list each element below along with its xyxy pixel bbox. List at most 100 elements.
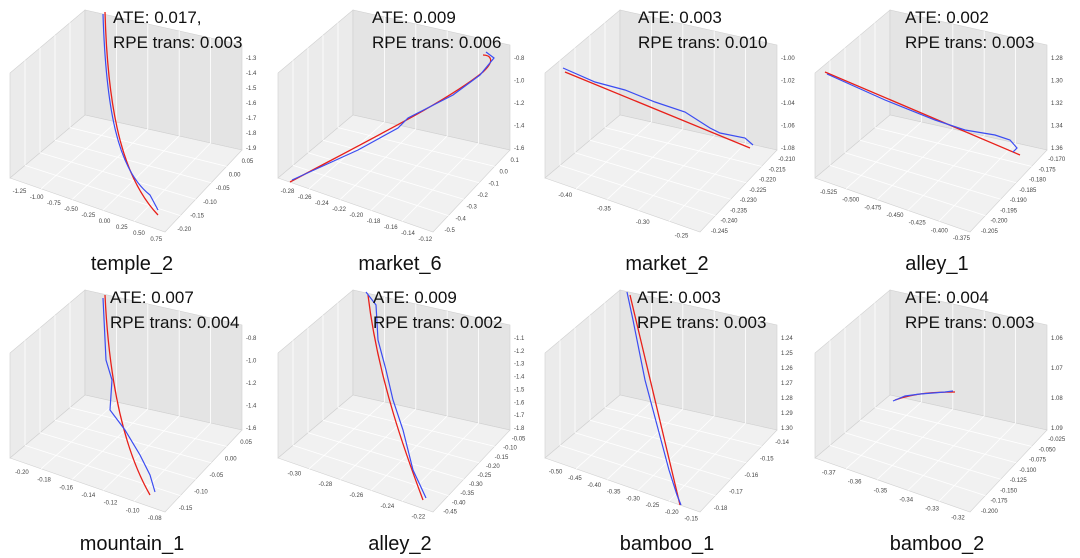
floor-pane	[814, 394, 1048, 513]
grid-line	[292, 165, 449, 216]
grid-line	[339, 128, 417, 200]
y-tick-label: -0.190	[1010, 198, 1028, 204]
trajectory-gt	[104, 11, 159, 216]
x-tick-label: -0.375	[953, 236, 971, 242]
floor-pane	[277, 114, 511, 233]
grid-line	[559, 445, 716, 496]
z-tick-label: 1.28	[781, 396, 793, 402]
x-tick-label: -0.28	[281, 189, 295, 195]
y-tick-label: -0.200	[990, 219, 1008, 225]
z-tick-label: -1.6	[246, 426, 257, 432]
grid-line	[604, 407, 762, 447]
y-tick-label: -0.15	[190, 214, 204, 220]
y-tick-label: -0.125	[1010, 478, 1028, 484]
grid-line	[40, 401, 117, 470]
y-tick-label: -0.40	[452, 500, 466, 506]
floor-pane	[544, 114, 778, 233]
panel-label: market_6	[358, 253, 441, 275]
z-tick-label: 1.32	[1051, 101, 1063, 107]
x-tick-label: -0.40	[558, 193, 572, 199]
x-tick-label: -0.26	[298, 195, 312, 201]
y-tick-label: -0.05	[216, 186, 230, 192]
grid-line	[71, 128, 149, 200]
grid-line	[322, 139, 480, 184]
grid-line	[337, 407, 495, 447]
x-tick-label: -0.475	[864, 205, 882, 211]
panel: 1.28 1.30 1.32 1.34 1.36 -0.525 -0.500 -0.475 -0…	[814, 8, 1066, 275]
x-tick-label: -0.37	[822, 471, 836, 477]
z-tick-label: -1.00	[781, 56, 795, 62]
z-tick-label: 1.25	[781, 351, 793, 357]
x-tick-label: 0.25	[116, 225, 128, 231]
x-tick-label: -0.14	[401, 231, 415, 237]
panel-label: market_2	[625, 253, 708, 275]
panel-label: bamboo_2	[890, 533, 985, 555]
y-tick-label: -0.15	[179, 506, 193, 512]
rpe-text: RPE trans: 0.003	[637, 313, 766, 332]
x-tick-label: -0.45	[568, 476, 582, 482]
x-tick-label: -0.15	[684, 517, 698, 523]
y-tick-label: -0.15	[495, 455, 509, 461]
x-tick-label: -1.00	[30, 195, 44, 201]
x-tick-label: -0.36	[848, 480, 862, 486]
z-tick-label: -1.4	[246, 404, 257, 410]
z-tick-label: -1.4	[514, 124, 525, 130]
x-tick-label: -0.30	[636, 220, 650, 226]
grid-line	[845, 121, 922, 190]
x-tick-label: -0.25	[646, 503, 660, 509]
z-tick-label: -1.3	[514, 362, 525, 368]
rpe-text: RPE trans: 0.002	[373, 313, 502, 332]
z-tick-label: -1.4	[514, 375, 525, 381]
grid-line	[829, 445, 986, 496]
z-tick-label: 1.34	[1051, 124, 1063, 130]
z-tick-label: -1.2	[246, 381, 257, 387]
y-tick-label: -0.05	[210, 473, 224, 479]
y-tick-label: -0.4	[456, 216, 467, 222]
y-tick-label: -0.205	[981, 229, 999, 235]
x-tick-label: -0.24	[381, 504, 395, 510]
x-tick-label: -0.10	[126, 508, 140, 514]
y-tick-label: -0.225	[749, 188, 767, 194]
grid-line	[322, 419, 480, 464]
y-tick-label: -0.3	[467, 205, 478, 211]
y-tick-label: -0.30	[469, 482, 483, 488]
grid-line	[637, 415, 715, 491]
z-tick-label: 1.06	[1051, 336, 1063, 342]
x-tick-label: -0.08	[148, 516, 162, 522]
y-tick-label: -0.230	[740, 198, 758, 204]
grid-line	[292, 445, 449, 496]
x-tick-label: 0.00	[99, 219, 111, 225]
grid-line	[308, 401, 385, 470]
grid-line	[874, 407, 1032, 447]
x-tick-label: -0.425	[909, 221, 927, 227]
z-tick-label: -1.04	[781, 101, 795, 107]
y-tick-label: -0.210	[778, 157, 796, 163]
z-tick-label: -1.7	[246, 116, 257, 122]
rpe-text: RPE trans: 0.010	[638, 33, 767, 52]
ate-text: ATE: 0.002	[905, 8, 989, 27]
y-tick-label: -0.5	[445, 228, 456, 234]
z-tick-label: 1.27	[781, 381, 793, 387]
panel: -1.00 -1.02 -1.04 -1.06 -1.08 -0.40 -0.35 -0.30…	[544, 8, 796, 275]
grid-line	[606, 128, 684, 200]
grid-line	[69, 127, 227, 167]
grid-line	[401, 142, 479, 222]
grid-line	[54, 419, 212, 464]
ate-text: ATE: 0.017,	[113, 8, 202, 27]
grid-line	[24, 445, 181, 496]
grid-line	[637, 135, 715, 211]
z-tick-label: 1.07	[1051, 366, 1063, 372]
x-tick-label: -0.35	[874, 489, 888, 495]
x-tick-label: -0.24	[315, 201, 329, 207]
grid-line	[589, 419, 747, 464]
grid-line	[844, 432, 1001, 480]
y-tick-label: -0.200	[981, 509, 999, 515]
y-tick-label: -0.10	[194, 489, 208, 495]
floor-pane	[544, 394, 778, 513]
grid-line	[574, 152, 731, 200]
y-tick-label: -0.1	[489, 181, 500, 187]
grid-line	[339, 408, 417, 480]
z-tick-label: 1.24	[781, 336, 793, 342]
grid-line	[133, 142, 211, 222]
